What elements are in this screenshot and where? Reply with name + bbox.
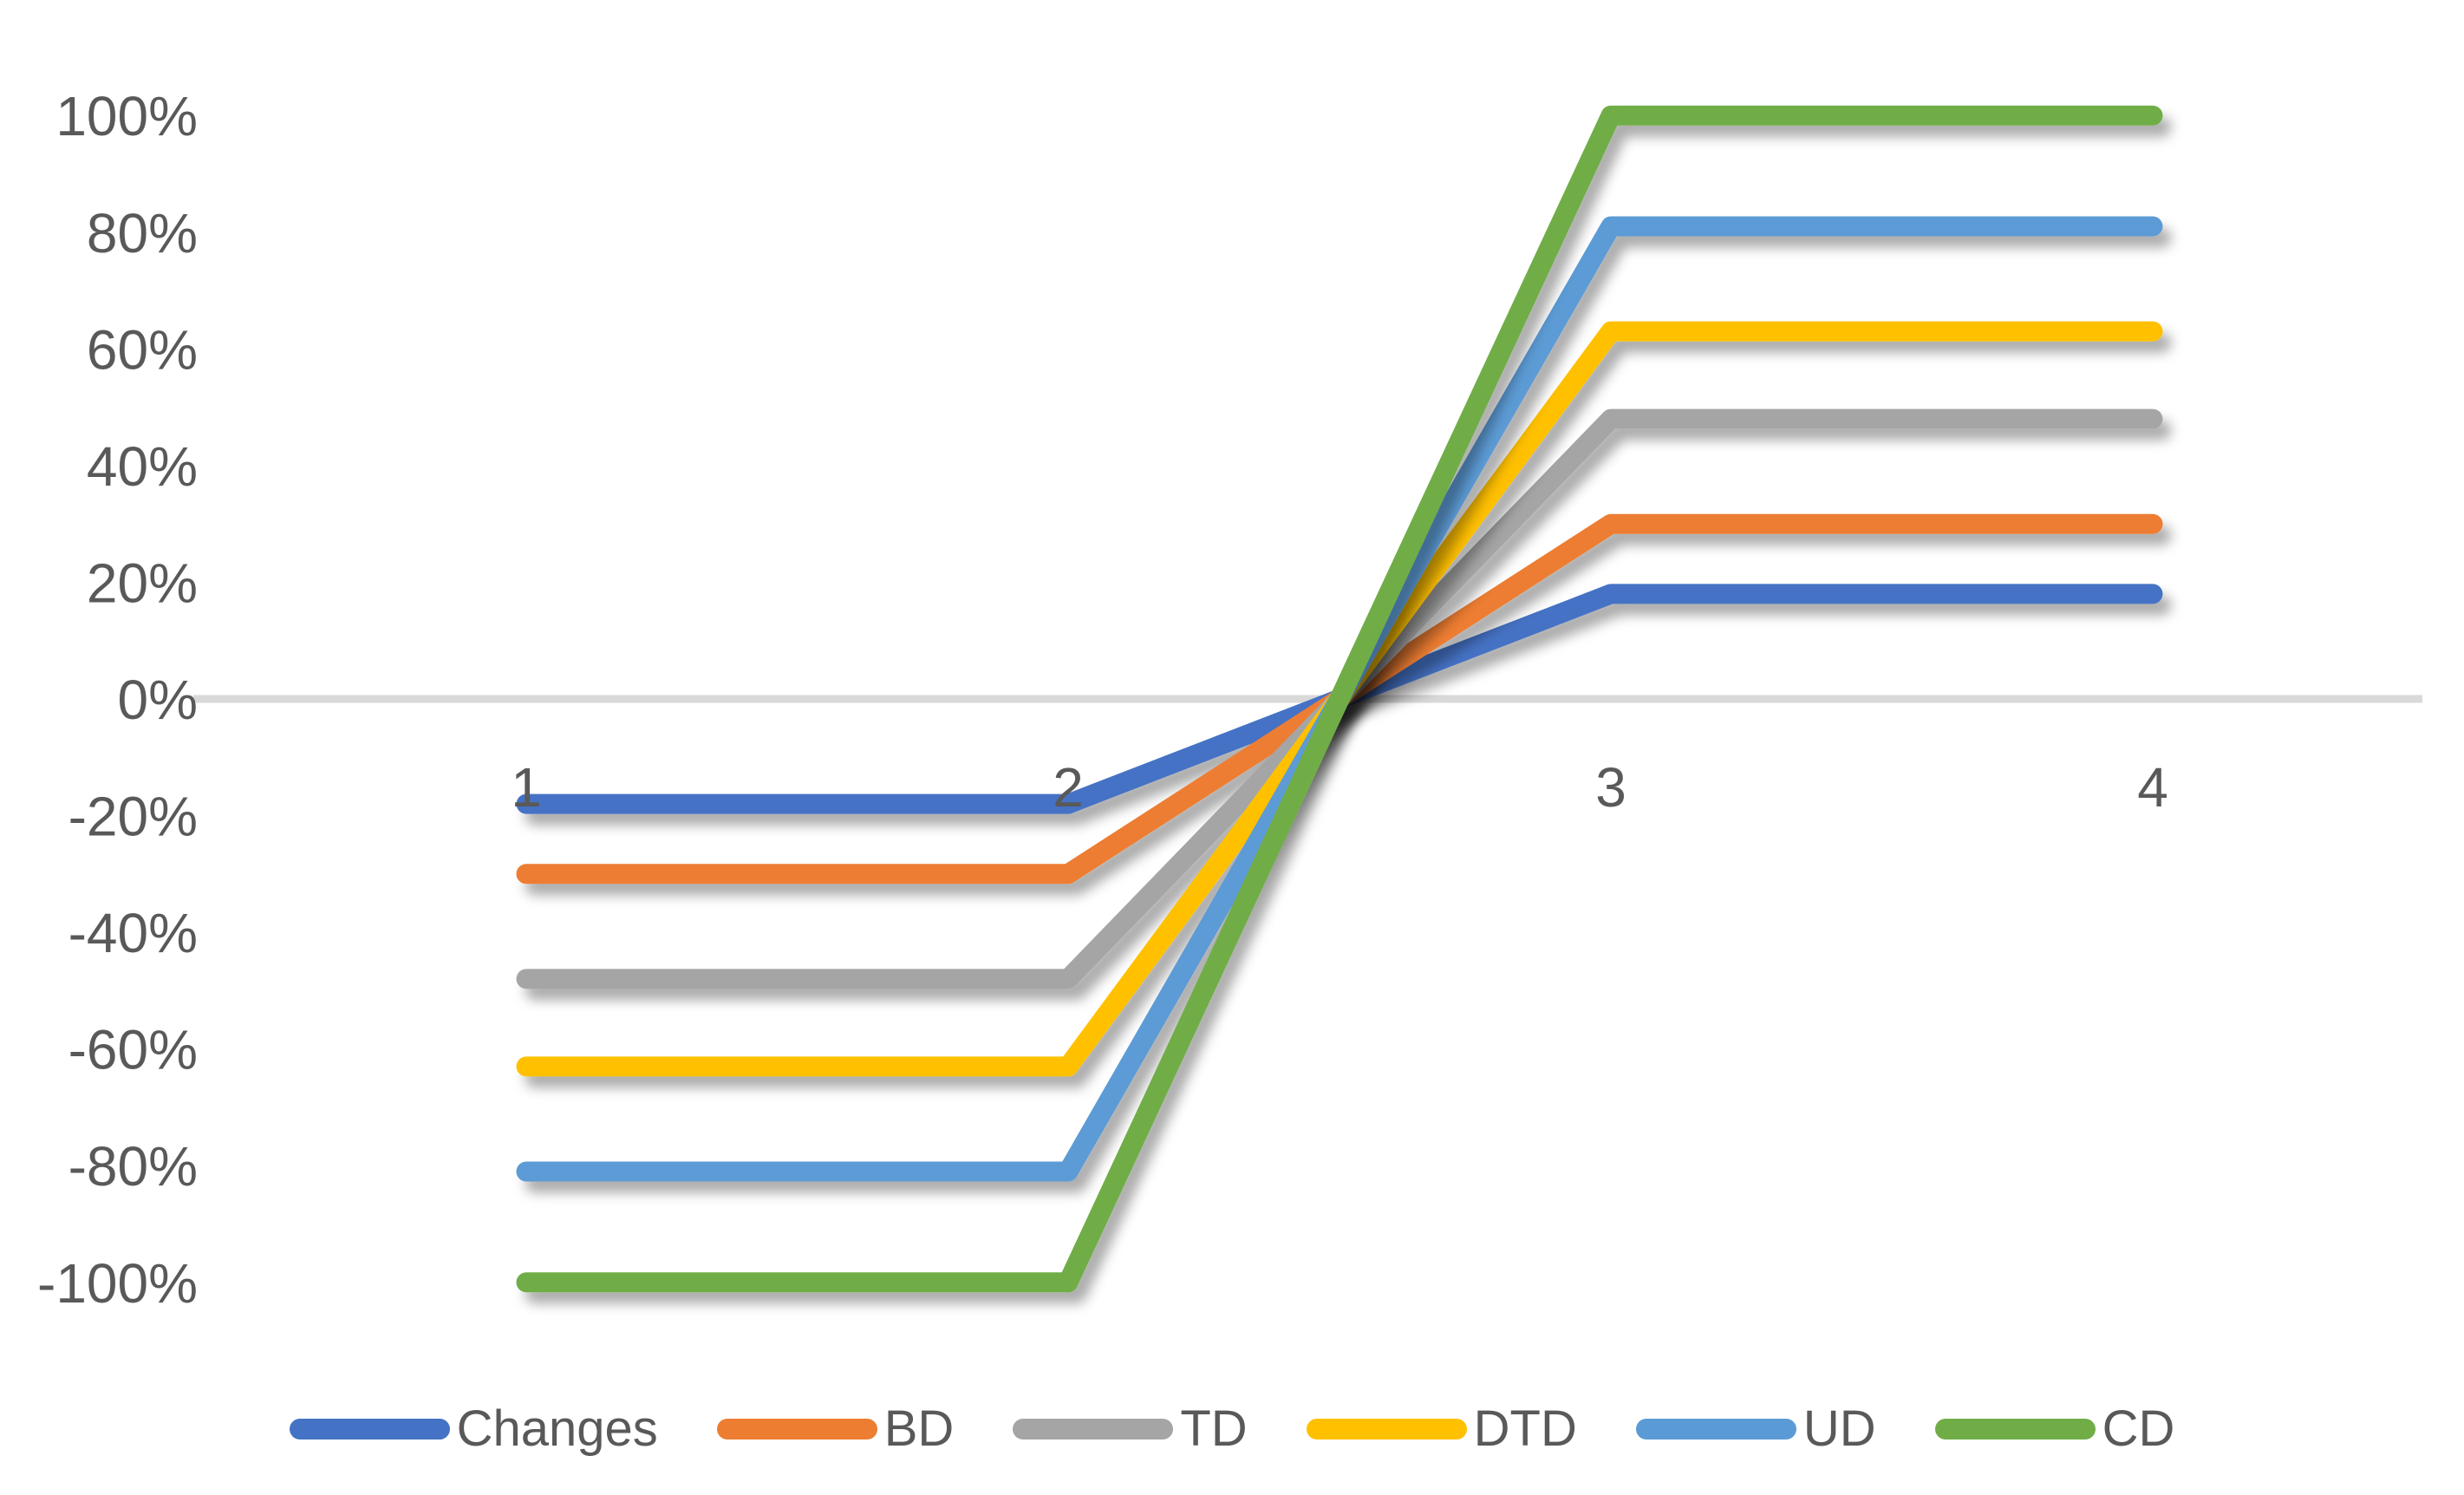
legend-label-DTD: DTD xyxy=(1473,1400,1577,1457)
x-axis-tick-label: 3 xyxy=(1595,756,1626,819)
y-axis-tick-label: -80% xyxy=(68,1135,198,1198)
legend-label-Changes: Changes xyxy=(456,1400,658,1457)
y-axis-tick-label: 0% xyxy=(118,669,199,731)
legend-marker-Changes xyxy=(289,1419,450,1440)
x-axis-tick-label: 1 xyxy=(511,756,542,819)
y-axis-tick-label: 60% xyxy=(87,318,198,381)
legend-item-UD[interactable]: UD xyxy=(1635,1400,1876,1457)
legend-item-Changes[interactable]: Changes xyxy=(289,1400,658,1457)
y-axis-tick-label: -40% xyxy=(68,902,198,964)
legend-marker-UD xyxy=(1635,1419,1796,1440)
legend-label-CD: CD xyxy=(2102,1400,2175,1457)
legend-label-UD: UD xyxy=(1802,1400,1876,1457)
legend-label-TD: TD xyxy=(1180,1400,1248,1457)
legend: Changes BD TD DTD UD CD xyxy=(0,1389,2464,1469)
y-axis-tick-label: -60% xyxy=(68,1019,198,1081)
y-axis-tick-label: 40% xyxy=(87,435,198,498)
x-axis-tick-label: 4 xyxy=(2137,756,2168,819)
x-axis-tick-label: 2 xyxy=(1053,756,1084,819)
legend-marker-CD xyxy=(1934,1419,2096,1440)
y-axis-tick-label: -100% xyxy=(37,1252,198,1315)
legend-marker-DTD xyxy=(1306,1419,1467,1440)
y-axis-tick-label: 100% xyxy=(55,85,198,147)
series-line-CD[interactable] xyxy=(516,105,2163,1293)
y-axis-tick-label: 80% xyxy=(87,202,198,264)
legend-item-TD[interactable]: TD xyxy=(1013,1400,1248,1457)
legend-label-BD: BD xyxy=(883,1400,955,1457)
legend-item-DTD[interactable]: DTD xyxy=(1306,1400,1577,1457)
legend-item-CD[interactable]: CD xyxy=(1934,1400,2175,1457)
y-axis-tick-label: 20% xyxy=(87,552,198,614)
legend-item-BD[interactable]: BD xyxy=(716,1400,955,1457)
legend-marker-BD xyxy=(716,1419,877,1440)
legend-marker-TD xyxy=(1013,1419,1174,1440)
y-axis-tick-label: -20% xyxy=(68,786,198,848)
